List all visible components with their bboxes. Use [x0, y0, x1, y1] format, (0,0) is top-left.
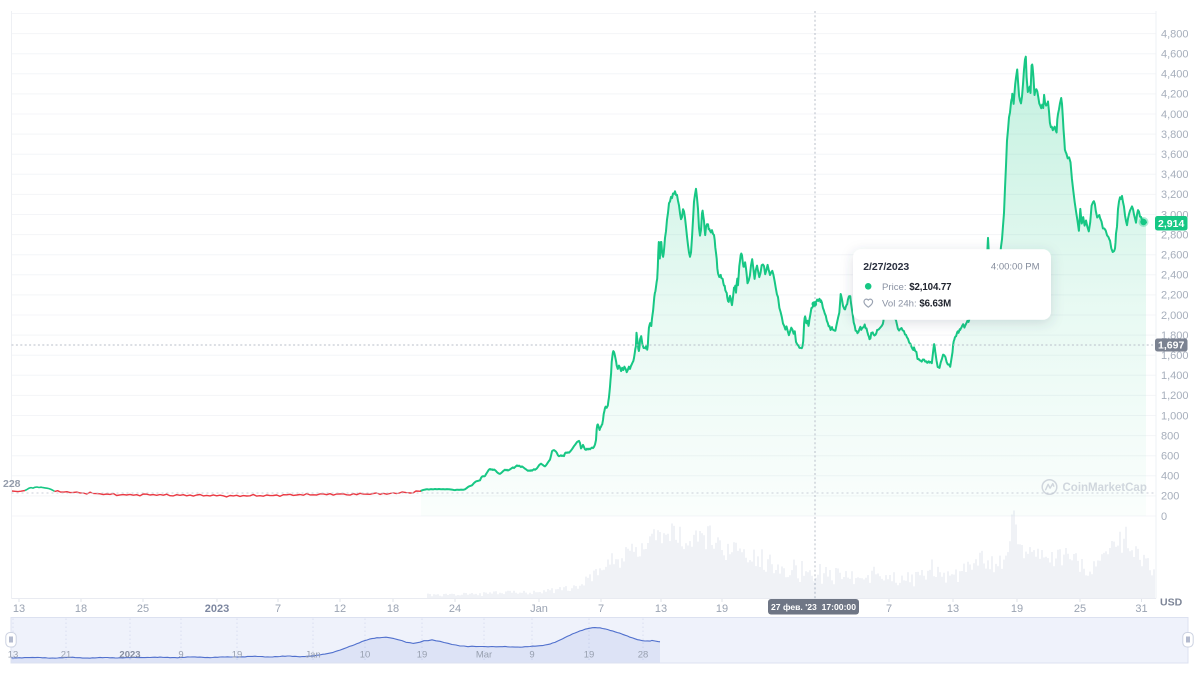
svg-text:18: 18 [387, 603, 399, 615]
svg-text:28: 28 [638, 650, 649, 661]
svg-text:Jan: Jan [530, 603, 548, 615]
svg-text:3,800: 3,800 [1161, 129, 1189, 141]
svg-text:4,400: 4,400 [1161, 69, 1189, 81]
svg-text:2,600: 2,600 [1161, 250, 1189, 262]
svg-text:13: 13 [947, 603, 959, 615]
svg-text:2/27/2023: 2/27/2023 [863, 261, 909, 273]
svg-text:800: 800 [1161, 430, 1179, 442]
svg-text:19: 19 [417, 650, 428, 661]
svg-text:2,400: 2,400 [1161, 270, 1189, 282]
svg-text:3,200: 3,200 [1161, 189, 1189, 201]
svg-text:200: 200 [1161, 491, 1179, 503]
svg-text:1,600: 1,600 [1161, 350, 1189, 362]
svg-text:400: 400 [1161, 471, 1179, 483]
svg-text:19: 19 [716, 603, 728, 615]
svg-text:1,200: 1,200 [1161, 390, 1189, 402]
svg-text:2,000: 2,000 [1161, 310, 1189, 322]
svg-text:Price: $2,104.77: Price: $2,104.77 [882, 282, 951, 293]
svg-text:3,400: 3,400 [1161, 169, 1189, 181]
svg-text:2023: 2023 [119, 650, 140, 661]
svg-text:19: 19 [584, 650, 595, 661]
svg-text:2,914: 2,914 [1158, 218, 1184, 230]
svg-text:3,600: 3,600 [1161, 149, 1189, 161]
svg-text:9: 9 [178, 650, 183, 661]
svg-text:1,697: 1,697 [1158, 340, 1184, 352]
svg-text:12: 12 [334, 603, 346, 615]
svg-text:4,200: 4,200 [1161, 89, 1189, 101]
svg-text:9: 9 [529, 650, 534, 661]
svg-text:228: 228 [3, 478, 21, 490]
svg-text:4,000: 4,000 [1161, 109, 1189, 121]
svg-text:2023: 2023 [205, 603, 229, 615]
svg-text:19: 19 [232, 650, 243, 661]
svg-text:13: 13 [13, 603, 25, 615]
svg-text:1,000: 1,000 [1161, 410, 1189, 422]
svg-text:600: 600 [1161, 451, 1179, 463]
svg-text:0: 0 [1161, 511, 1167, 523]
svg-text:USD: USD [1160, 597, 1183, 609]
svg-text:4:00:00 PM: 4:00:00 PM [991, 262, 1040, 273]
svg-text:7: 7 [598, 603, 604, 615]
svg-text:13: 13 [8, 650, 19, 661]
svg-text:Jan: Jan [305, 650, 320, 661]
svg-text:18: 18 [75, 603, 87, 615]
svg-text:19: 19 [1011, 603, 1023, 615]
svg-text:4,800: 4,800 [1161, 28, 1189, 40]
svg-text:25: 25 [1074, 603, 1086, 615]
svg-text:27 фев. '23 17:00:00: 27 фев. '23 17:00:00 [771, 602, 856, 612]
svg-text:1,400: 1,400 [1161, 370, 1189, 382]
svg-text:24: 24 [449, 603, 461, 615]
svg-text:Mar: Mar [476, 650, 492, 661]
svg-text:CoinMarketCap: CoinMarketCap [1063, 482, 1147, 494]
svg-text:2,800: 2,800 [1161, 229, 1189, 241]
svg-text:13: 13 [655, 603, 667, 615]
svg-text:4,600: 4,600 [1161, 49, 1189, 61]
svg-text:25: 25 [137, 603, 149, 615]
svg-text:21: 21 [61, 650, 72, 661]
svg-text:7: 7 [886, 603, 892, 615]
svg-text:10: 10 [360, 650, 371, 661]
svg-text:Vol 24h: $6.63M: Vol 24h: $6.63M [882, 298, 951, 309]
svg-text:7: 7 [275, 603, 281, 615]
svg-text:2,200: 2,200 [1161, 290, 1189, 302]
svg-text:31: 31 [1135, 603, 1147, 615]
